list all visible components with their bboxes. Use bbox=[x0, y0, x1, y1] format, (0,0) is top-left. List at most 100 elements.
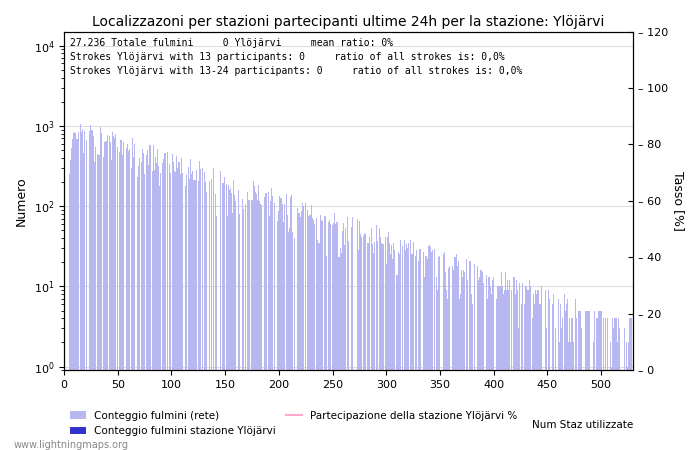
Bar bbox=[159, 186, 160, 450]
Bar bbox=[506, 290, 507, 450]
Bar bbox=[508, 290, 509, 450]
Bar bbox=[345, 228, 346, 450]
Bar bbox=[286, 194, 287, 450]
Bar bbox=[615, 318, 617, 450]
Bar bbox=[532, 318, 533, 450]
Bar bbox=[153, 145, 154, 450]
Bar bbox=[318, 243, 319, 450]
Bar bbox=[517, 290, 518, 450]
Bar bbox=[131, 168, 132, 450]
Bar bbox=[452, 266, 454, 450]
Bar bbox=[500, 272, 502, 450]
Bar bbox=[396, 274, 398, 450]
Bar bbox=[230, 188, 231, 450]
Bar bbox=[387, 237, 388, 450]
Bar bbox=[176, 156, 177, 450]
Bar bbox=[373, 253, 374, 450]
Bar bbox=[112, 132, 113, 450]
Bar bbox=[474, 264, 475, 450]
Bar bbox=[371, 228, 372, 450]
Bar bbox=[100, 127, 101, 450]
Bar bbox=[188, 167, 189, 450]
Bar bbox=[617, 318, 619, 450]
Bar bbox=[301, 211, 302, 450]
Bar bbox=[111, 160, 112, 450]
Bar bbox=[332, 225, 333, 450]
Bar bbox=[552, 304, 553, 450]
Text: www.lightningmaps.org: www.lightningmaps.org bbox=[14, 440, 129, 450]
Bar bbox=[101, 133, 102, 450]
Bar bbox=[70, 160, 71, 450]
Bar bbox=[152, 171, 153, 450]
Bar bbox=[580, 310, 581, 450]
Bar bbox=[570, 342, 571, 450]
Bar bbox=[228, 185, 229, 450]
Bar bbox=[382, 244, 384, 450]
Bar bbox=[502, 286, 503, 450]
Bar bbox=[241, 199, 243, 450]
Bar bbox=[434, 249, 435, 450]
Bar bbox=[253, 186, 255, 450]
Bar bbox=[578, 310, 579, 450]
Bar bbox=[406, 244, 407, 450]
Bar bbox=[90, 125, 92, 450]
Bar bbox=[377, 241, 378, 450]
Bar bbox=[167, 153, 168, 450]
Bar bbox=[200, 169, 201, 450]
Bar bbox=[134, 144, 136, 450]
Bar bbox=[496, 299, 498, 450]
Bar bbox=[179, 174, 181, 450]
Bar bbox=[414, 256, 416, 450]
Bar bbox=[178, 162, 179, 450]
Bar bbox=[581, 328, 582, 450]
Bar bbox=[312, 218, 313, 450]
Bar bbox=[410, 240, 412, 450]
Bar bbox=[557, 299, 559, 450]
Bar bbox=[504, 290, 505, 450]
Bar bbox=[154, 170, 155, 450]
Bar bbox=[106, 135, 108, 450]
Bar bbox=[69, 174, 70, 450]
Bar bbox=[305, 203, 306, 450]
Bar bbox=[546, 328, 547, 450]
Bar bbox=[536, 294, 537, 450]
Bar bbox=[86, 140, 88, 450]
Bar bbox=[313, 220, 314, 450]
Bar bbox=[405, 251, 406, 450]
Bar bbox=[283, 222, 284, 450]
Bar bbox=[335, 224, 336, 450]
Bar bbox=[229, 190, 230, 450]
Bar bbox=[613, 328, 615, 450]
Bar bbox=[612, 318, 613, 450]
Bar bbox=[560, 304, 561, 450]
Bar bbox=[611, 367, 612, 450]
Bar bbox=[158, 166, 159, 450]
Bar bbox=[466, 259, 468, 450]
Bar bbox=[594, 310, 595, 450]
Bar bbox=[463, 270, 464, 450]
Bar bbox=[564, 294, 565, 450]
Bar bbox=[533, 294, 534, 450]
Bar bbox=[113, 136, 114, 450]
Bar bbox=[610, 342, 611, 450]
Bar bbox=[336, 222, 337, 450]
Bar bbox=[559, 342, 560, 450]
Bar bbox=[281, 204, 283, 450]
Bar bbox=[117, 147, 118, 450]
Bar bbox=[341, 253, 342, 450]
Bar bbox=[99, 155, 100, 450]
Bar bbox=[143, 153, 144, 450]
Bar bbox=[428, 245, 430, 450]
Bar bbox=[189, 179, 190, 450]
Bar bbox=[303, 206, 304, 450]
Bar bbox=[83, 153, 84, 450]
Bar bbox=[585, 310, 587, 450]
Bar bbox=[526, 286, 527, 450]
Bar bbox=[449, 266, 450, 450]
Bar bbox=[284, 204, 285, 450]
Bar bbox=[142, 149, 143, 450]
Bar bbox=[307, 210, 309, 450]
Bar bbox=[629, 318, 631, 450]
Bar bbox=[74, 131, 76, 450]
Bar bbox=[404, 240, 405, 450]
